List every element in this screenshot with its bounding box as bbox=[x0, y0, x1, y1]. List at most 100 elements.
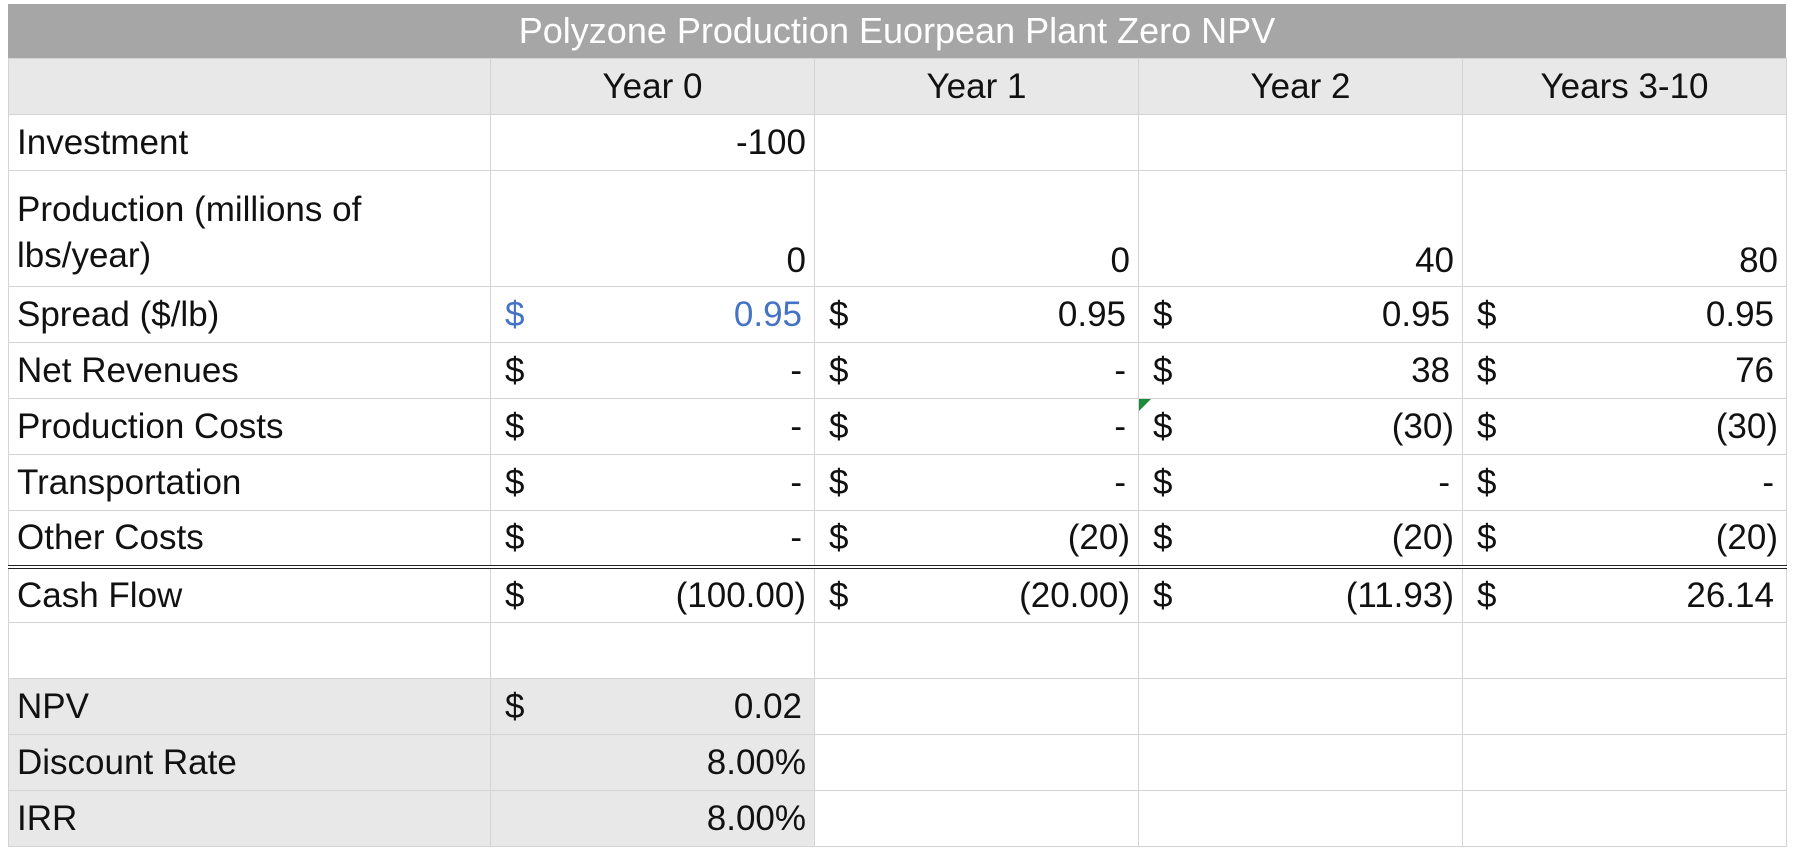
spread-label[interactable]: Spread ($/lb) bbox=[8, 286, 491, 343]
empty-cell[interactable] bbox=[1138, 734, 1463, 791]
empty-cell[interactable] bbox=[1462, 734, 1787, 791]
empty-cell[interactable] bbox=[814, 734, 1139, 791]
spread-value: 0.95 bbox=[733, 295, 802, 334]
transportation-label[interactable]: Transportation bbox=[8, 454, 491, 511]
empty-cell[interactable] bbox=[8, 622, 491, 679]
spread-row: Spread ($/lb) $0.95 $0.95 $0.95 $0.95 bbox=[8, 286, 1787, 343]
production-label-line1: Production (millions of bbox=[17, 190, 362, 229]
currency-symbol: $ bbox=[505, 351, 525, 390]
investment-year-1[interactable] bbox=[814, 114, 1139, 171]
spread-value: 0.95 bbox=[1381, 295, 1450, 334]
production-costs-year-0[interactable]: $ - bbox=[490, 398, 815, 455]
header-year-1[interactable]: Year 1 bbox=[814, 58, 1139, 115]
discount-rate-label[interactable]: Discount Rate bbox=[8, 734, 491, 791]
production-year-2[interactable]: 40 bbox=[1138, 170, 1463, 287]
other-costs-year-2[interactable]: $ (20) bbox=[1138, 510, 1463, 567]
spread-year-0[interactable]: $0.95 bbox=[490, 286, 815, 343]
other-costs-year-1[interactable]: $ (20) bbox=[814, 510, 1139, 567]
transportation-row: Transportation $ - $ - $ - $ - bbox=[8, 454, 1787, 511]
spread-year-2[interactable]: $0.95 bbox=[1138, 286, 1463, 343]
production-row: Production (millions of lbs/year) 0 0 40 … bbox=[8, 170, 1787, 287]
spread-years-3-10[interactable]: $0.95 bbox=[1462, 286, 1787, 343]
header-years-3-10[interactable]: Years 3-10 bbox=[1462, 58, 1787, 115]
npv-value-cell[interactable]: $0.02 bbox=[490, 678, 815, 735]
transportation-years-3-10[interactable]: $ - bbox=[1462, 454, 1787, 511]
header-year-0[interactable]: Year 0 bbox=[490, 58, 815, 115]
discount-rate-row: Discount Rate 8.00% bbox=[8, 734, 1787, 791]
header-year-2[interactable]: Year 2 bbox=[1138, 58, 1463, 115]
net-revenues-years-3-10[interactable]: $76 bbox=[1462, 342, 1787, 399]
empty-cell[interactable] bbox=[1138, 678, 1463, 735]
investment-label[interactable]: Investment bbox=[8, 114, 491, 171]
currency-symbol: $ bbox=[505, 518, 525, 558]
production-costs-year-1[interactable]: $ - bbox=[814, 398, 1139, 455]
currency-symbol: $ bbox=[1153, 518, 1173, 558]
other-costs-years-3-10[interactable]: $ (20) bbox=[1462, 510, 1787, 567]
investment-year-0[interactable]: -100 bbox=[490, 114, 815, 171]
cash-flow-years-3-10[interactable]: $26.14 bbox=[1462, 564, 1787, 623]
transportation-value: - bbox=[1438, 463, 1450, 502]
production-year-1[interactable]: 0 bbox=[814, 170, 1139, 287]
net-revenues-row: Net Revenues $ - $ - $38 $76 bbox=[8, 342, 1787, 399]
net-revenues-value: 38 bbox=[1411, 351, 1450, 390]
header-cell-blank[interactable] bbox=[8, 58, 491, 115]
spreadsheet: Polyzone Production Euorpean Plant Zero … bbox=[8, 4, 1787, 847]
net-revenues-label[interactable]: Net Revenues bbox=[8, 342, 491, 399]
currency-symbol: $ bbox=[829, 463, 849, 502]
production-costs-years-3-10[interactable]: $ (30) bbox=[1462, 398, 1787, 455]
empty-cell[interactable] bbox=[1462, 622, 1787, 679]
empty-cell[interactable] bbox=[490, 622, 815, 679]
empty-cell[interactable] bbox=[1138, 790, 1463, 847]
investment-year-2[interactable] bbox=[1138, 114, 1463, 171]
empty-cell[interactable] bbox=[814, 622, 1139, 679]
currency-symbol: $ bbox=[1153, 463, 1173, 502]
investment-years-3-10[interactable] bbox=[1462, 114, 1787, 171]
npv-label[interactable]: NPV bbox=[8, 678, 491, 735]
cash-flow-year-2[interactable]: $ (11.93) bbox=[1138, 564, 1463, 623]
production-year-0[interactable]: 0 bbox=[490, 170, 815, 287]
production-costs-value: - bbox=[1114, 407, 1126, 446]
net-revenues-year-2[interactable]: $38 bbox=[1138, 342, 1463, 399]
cash-flow-year-1[interactable]: $ (20.00) bbox=[814, 564, 1139, 623]
transportation-year-0[interactable]: $ - bbox=[490, 454, 815, 511]
spread-year-1[interactable]: $0.95 bbox=[814, 286, 1139, 343]
empty-cell[interactable] bbox=[1462, 790, 1787, 847]
other-costs-row: Other Costs $ - $ (20) $ (20) $ (20) bbox=[8, 510, 1787, 567]
net-revenues-year-0[interactable]: $ - bbox=[490, 342, 815, 399]
other-costs-value: (20) bbox=[1067, 518, 1130, 558]
irr-row: IRR 8.00% bbox=[8, 790, 1787, 847]
cash-flow-value: (11.93) bbox=[1345, 575, 1454, 615]
discount-rate-value[interactable]: 8.00% bbox=[490, 734, 815, 791]
cash-flow-label[interactable]: Cash Flow bbox=[8, 564, 491, 623]
net-revenues-value: - bbox=[1114, 351, 1126, 390]
irr-value[interactable]: 8.00% bbox=[490, 790, 815, 847]
net-revenues-year-1[interactable]: $ - bbox=[814, 342, 1139, 399]
currency-symbol: $ bbox=[505, 687, 525, 726]
npv-value: 0.02 bbox=[733, 687, 802, 726]
net-revenues-value: - bbox=[790, 351, 802, 390]
empty-cell[interactable] bbox=[1462, 678, 1787, 735]
production-years-3-10[interactable]: 80 bbox=[1462, 170, 1787, 287]
currency-symbol: $ bbox=[829, 407, 849, 446]
npv-table: Year 0 Year 1 Year 2 Years 3-10 Investme… bbox=[8, 58, 1787, 847]
cash-flow-year-0[interactable]: $ (100.00) bbox=[490, 564, 815, 623]
empty-cell[interactable] bbox=[814, 790, 1139, 847]
other-costs-year-0[interactable]: $ - bbox=[490, 510, 815, 567]
transportation-year-1[interactable]: $ - bbox=[814, 454, 1139, 511]
production-costs-value: (30) bbox=[1391, 407, 1454, 446]
production-costs-year-2[interactable]: $ (30) bbox=[1138, 398, 1463, 455]
currency-symbol: $ bbox=[829, 518, 849, 558]
currency-symbol: $ bbox=[1477, 407, 1497, 446]
currency-symbol: $ bbox=[1153, 407, 1173, 446]
production-label[interactable]: Production (millions of lbs/year) bbox=[8, 170, 491, 287]
currency-symbol: $ bbox=[1477, 295, 1497, 334]
other-costs-label[interactable]: Other Costs bbox=[8, 510, 491, 567]
cash-flow-value: 26.14 bbox=[1686, 575, 1774, 615]
other-costs-value: (20) bbox=[1391, 518, 1454, 558]
production-costs-label[interactable]: Production Costs bbox=[8, 398, 491, 455]
empty-cell[interactable] bbox=[814, 678, 1139, 735]
irr-label[interactable]: IRR bbox=[8, 790, 491, 847]
empty-cell[interactable] bbox=[1138, 622, 1463, 679]
cash-flow-row: Cash Flow $ (100.00) $ (20.00) $ (11.93) $2… bbox=[8, 564, 1787, 623]
transportation-year-2[interactable]: $ - bbox=[1138, 454, 1463, 511]
